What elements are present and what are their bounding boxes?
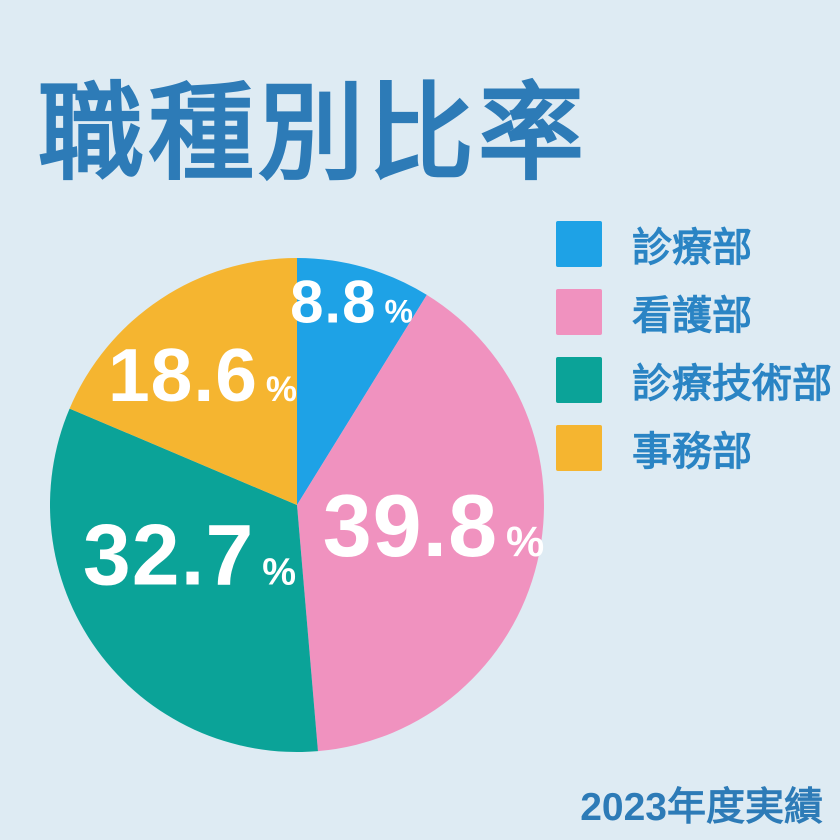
percent-sign: % (265, 370, 299, 409)
slice-value: 32.7 (82, 507, 255, 604)
pie-slice-0 (297, 258, 427, 505)
slice-value: 8.8 (290, 268, 377, 336)
slice-value-shinryogijutsubu: 32.7% (83, 507, 297, 606)
percent-sign: % (262, 551, 298, 594)
percent-sign: % (384, 293, 414, 330)
pie-slice-1 (297, 294, 544, 752)
legend-item-shinryobu: 診療部 (556, 221, 832, 270)
pie-slice-3 (69, 258, 297, 505)
page-title: 職種別比率 (38, 75, 588, 193)
legend-swatch-yellow (556, 425, 602, 471)
legend-label: 事務部 (632, 430, 752, 474)
slice-value: 39.8 (322, 476, 499, 575)
legend-label: 看護部 (632, 294, 752, 338)
legend-label: 診療技術部 (632, 362, 832, 406)
slice-value-kangobu: 39.8% (323, 475, 546, 577)
legend-swatch-blue (556, 221, 602, 267)
legend-label: 診療部 (632, 226, 752, 270)
legend-swatch-pink (556, 289, 602, 335)
slice-value-jimubu: 18.6% (108, 332, 298, 418)
legend-item-jimubu: 事務部 (556, 425, 832, 474)
legend: 診療部 看護部 診療技術部 事務部 (556, 221, 832, 474)
pie-slice-2 (50, 408, 318, 752)
pie-chart (50, 258, 544, 752)
legend-swatch-teal (556, 357, 602, 403)
percent-sign: % (506, 518, 546, 566)
footer-note: 2023年度実績 (580, 786, 823, 829)
slice-value: 18.6 (107, 333, 258, 417)
slice-value-shinryobu: 8.8% (290, 268, 414, 337)
legend-item-kangobu: 看護部 (556, 289, 832, 338)
legend-item-shinryogijutsubu: 診療技術部 (556, 357, 832, 406)
